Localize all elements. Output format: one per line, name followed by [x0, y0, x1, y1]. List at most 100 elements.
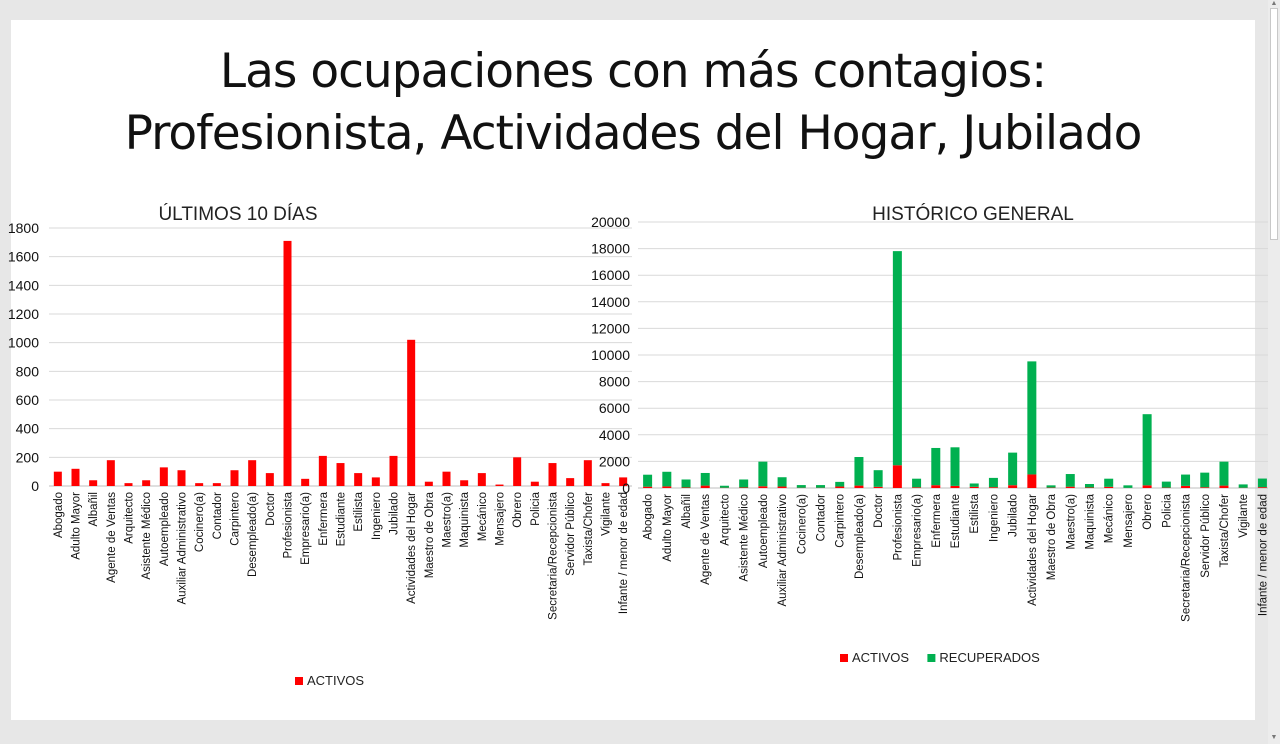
chart2-bar-activos — [912, 487, 922, 488]
chart1-x-tick-label: Desempleado(a) — [247, 492, 259, 577]
chart1-x-tick-label: Doctor — [265, 492, 277, 526]
chart2-bar-recuperados — [739, 479, 749, 488]
chart1-bar-activos — [248, 460, 257, 486]
chart1-y-tick-label: 1600 — [8, 249, 39, 265]
chart1-x-tick-label: Maestro(a) — [442, 492, 454, 548]
chart2-bar-activos — [1200, 487, 1210, 488]
scroll-up-icon[interactable]: ▲ — [1270, 0, 1278, 7]
chart1-bar-activos — [212, 483, 221, 486]
chart2-bar-recuperados — [1200, 472, 1210, 488]
chart1-x-tick-label: Infante / menor de edad — [618, 492, 630, 614]
chart2-bar-recuperados — [719, 485, 729, 488]
chart2-bar-recuperados — [1046, 485, 1056, 488]
chart2-bar-activos — [681, 487, 691, 488]
chart1-bar-activos — [460, 480, 469, 486]
chart2-x-tick-label: Ingeniero — [988, 494, 1000, 542]
chart1-x-tick-label: Secretaria/Recepcionista — [548, 491, 560, 619]
chart2-bar-activos — [1084, 487, 1094, 488]
chart1-bar-activos — [159, 467, 168, 486]
chart2-y-tick-label: 0 — [622, 480, 630, 496]
chart2-x-tick-label: Adulto Mayor — [662, 494, 674, 562]
chart2-title: HISTÓRICO GENERAL — [872, 203, 1074, 225]
chart2-bar-activos — [1257, 487, 1267, 488]
chart1-bar-activos — [495, 484, 504, 486]
chart2-x-tick-label: Maestro de Obra — [1046, 493, 1058, 580]
chart2-x-tick-label: Estilista — [969, 493, 981, 533]
chart2-x-tick-label: Abogado — [643, 494, 655, 540]
chart1-bar-activos — [477, 473, 486, 486]
chart2-x-tick-label: Mecánico — [1104, 494, 1116, 543]
chart2-x-tick-label: Autoempleado — [758, 494, 770, 568]
chart1-bar-activos — [124, 483, 133, 486]
chart1-x-tick-label: Carpintero — [230, 492, 242, 546]
chart2-bar-recuperados — [1008, 452, 1018, 486]
chart2-bar-recuperados — [950, 447, 960, 486]
chart1-x-tick-label: Taxista/Chofer — [583, 492, 595, 566]
chart2-bar-activos — [988, 487, 998, 488]
chart2-y-tick-label: 16000 — [591, 267, 630, 283]
slide-title-line1: Las ocupaciones con más contagios: — [219, 44, 1047, 99]
chart2-x-tick-label: Maquinista — [1084, 493, 1096, 549]
chart1-x-tick-label: Contador — [212, 492, 224, 539]
chart1-bar-activos — [566, 478, 575, 486]
slide-title-line2: Profesionista, Actividades del Hogar, Ju… — [124, 106, 1143, 161]
chart2-x-tick-label: Agente de Ventas — [700, 494, 712, 585]
chart1-bar-activos — [195, 483, 204, 486]
chart1-x-tick-label: Autoempleado — [159, 492, 171, 566]
scrollbar-thumb[interactable] — [1270, 8, 1278, 240]
chart1-x-tick-label: Asistente Médico — [141, 492, 153, 580]
chart1-bar-activos — [230, 470, 239, 486]
chart2-x-tick-label: Actividades del Hogar — [1027, 494, 1039, 606]
chart1-y-tick-label: 800 — [16, 363, 40, 379]
chart2-bar-recuperados — [1181, 474, 1191, 486]
chart2-bar-recuperados — [796, 485, 806, 488]
scroll-down-icon[interactable]: ▼ — [1270, 734, 1278, 741]
chart2-x-tick-label: Arquitecto — [719, 494, 731, 546]
chart1-x-tick-label: Cocinero(a) — [194, 492, 206, 552]
chart2-bar-activos — [739, 487, 749, 488]
chart2-y-tick-label: 10000 — [591, 347, 630, 363]
chart2-x-tick-label: Estudiante — [950, 494, 962, 548]
chart2-bar-recuperados — [777, 477, 787, 487]
chart2-x-tick-label: Taxista/Chofer — [1219, 494, 1231, 568]
chart2-y-tick-label: 6000 — [599, 400, 630, 416]
chart2-bar-activos — [1142, 485, 1152, 488]
chart1-bar-activos — [371, 477, 380, 486]
chart1-x-tick-label: Maquinista — [459, 491, 471, 547]
chart2-bar-activos — [777, 486, 787, 488]
chart2-bar-activos — [1219, 485, 1229, 488]
chart1-bar-activos — [283, 240, 292, 486]
chart2-bar-recuperados — [1238, 484, 1248, 488]
chart2-bar-recuperados — [892, 251, 902, 466]
chart1-bar-activos — [142, 480, 151, 486]
chart2-bar-activos — [950, 485, 960, 488]
chart1-y-tick-label: 1400 — [8, 277, 39, 293]
chart1-bar-activos — [619, 477, 628, 486]
chart2-y-tick-label: 14000 — [591, 294, 630, 310]
chart1-x-tick-label: Mensajero — [495, 492, 507, 546]
chart2-bar-activos — [758, 486, 768, 488]
chart2-bar-recuperados — [1065, 474, 1075, 487]
chart2-bar-activos — [835, 486, 845, 488]
chart2-x-tick-label: Asistente Médico — [739, 494, 751, 582]
chart2-x-tick-label: Servidor Público — [1200, 494, 1212, 578]
chart2-bar-recuperados — [988, 477, 998, 488]
chart2-y-tick-label: 12000 — [591, 320, 630, 336]
chart2-bar-activos — [969, 486, 979, 488]
chart2-bar-activos — [643, 486, 653, 488]
chart2-y-tick-label: 18000 — [591, 241, 630, 257]
chart2-x-tick-label: Obrero — [1142, 494, 1154, 530]
chart1-y-tick-label: 1000 — [8, 335, 39, 351]
chart1-x-tick-label: Obrero — [512, 492, 524, 528]
chart2-bar-activos — [1181, 485, 1191, 488]
chart2-x-tick-label: Carpintero — [835, 494, 847, 548]
chart2-bar-activos — [1065, 486, 1075, 488]
chart2-bar-activos — [1027, 474, 1037, 488]
chart2-y-tick-label: 20000 — [591, 214, 630, 230]
chart1-bar-activos — [583, 460, 592, 486]
chart2-bar-recuperados — [873, 470, 883, 487]
chart2-bar-recuperados — [835, 481, 845, 487]
chart2-x-tick-label: Jubilado — [1008, 494, 1020, 537]
chart2-bar-activos — [931, 485, 941, 488]
chart2-y-tick-label: 2000 — [599, 453, 630, 469]
